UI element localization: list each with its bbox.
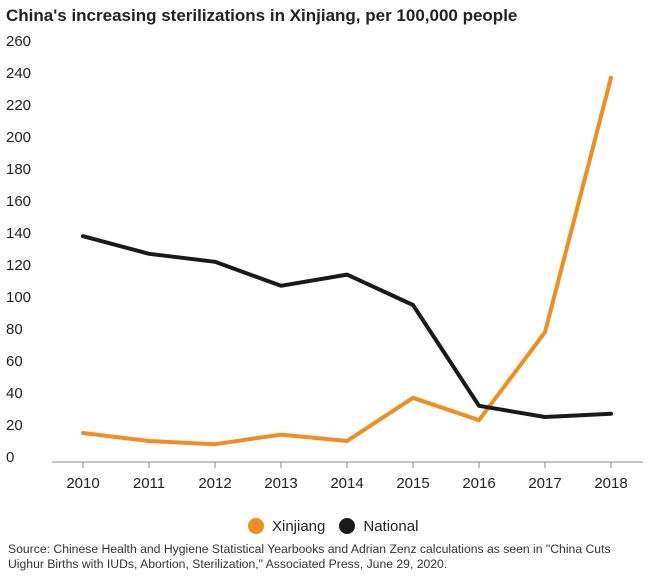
y-tick-label: 160 [6, 193, 31, 210]
series-line-national [81, 234, 613, 419]
series-line-xinjiang [81, 75, 613, 447]
x-tick-label: 2014 [330, 475, 363, 492]
x-tick-label: 2013 [264, 475, 297, 492]
y-tick-label: 200 [6, 129, 31, 146]
y-tick-label: 20 [6, 417, 23, 434]
y-tick-label: 80 [6, 321, 23, 338]
y-tick-label: 220 [6, 97, 31, 114]
y-tick-label: 140 [6, 225, 31, 242]
x-tick-label: 2017 [528, 475, 561, 492]
x-axis: 2010 2011 2012 2013 2014 2015 2016 2017 2018 [66, 462, 628, 492]
y-tick-label: 0 [6, 449, 14, 466]
x-tick-label: 2018 [594, 475, 627, 492]
x-tick-label: 2016 [462, 475, 495, 492]
legend-label-xinjiang: Xinjiang [272, 517, 326, 535]
legend-swatch-national [339, 518, 356, 534]
x-tick-label: 2010 [66, 475, 99, 492]
legend-item-national: National [339, 518, 418, 535]
y-tick-label: 180 [6, 161, 31, 178]
y-tick-label: 260 [6, 33, 31, 50]
y-tick-label: 60 [6, 353, 23, 370]
x-tick-label: 2012 [198, 475, 231, 492]
chart-title: China's increasing sterilizations in Xin… [6, 6, 518, 25]
y-tick-label: 240 [6, 65, 31, 82]
y-tick-label: 40 [6, 385, 23, 402]
legend-label-national: National [363, 517, 419, 535]
x-tick-label: 2015 [396, 475, 429, 492]
series-lines [81, 75, 613, 447]
y-tick-label: 100 [6, 289, 31, 306]
y-tick-label: 120 [6, 257, 31, 274]
legend-swatch-xinjiang [248, 518, 264, 534]
legend: Xinjiang National [248, 515, 432, 537]
source-note: Source: Chinese Health and Hygiene Stati… [8, 542, 611, 571]
x-tick-label: 2011 [133, 475, 165, 492]
legend-item-xinjiang: Xinjiang [248, 518, 325, 535]
